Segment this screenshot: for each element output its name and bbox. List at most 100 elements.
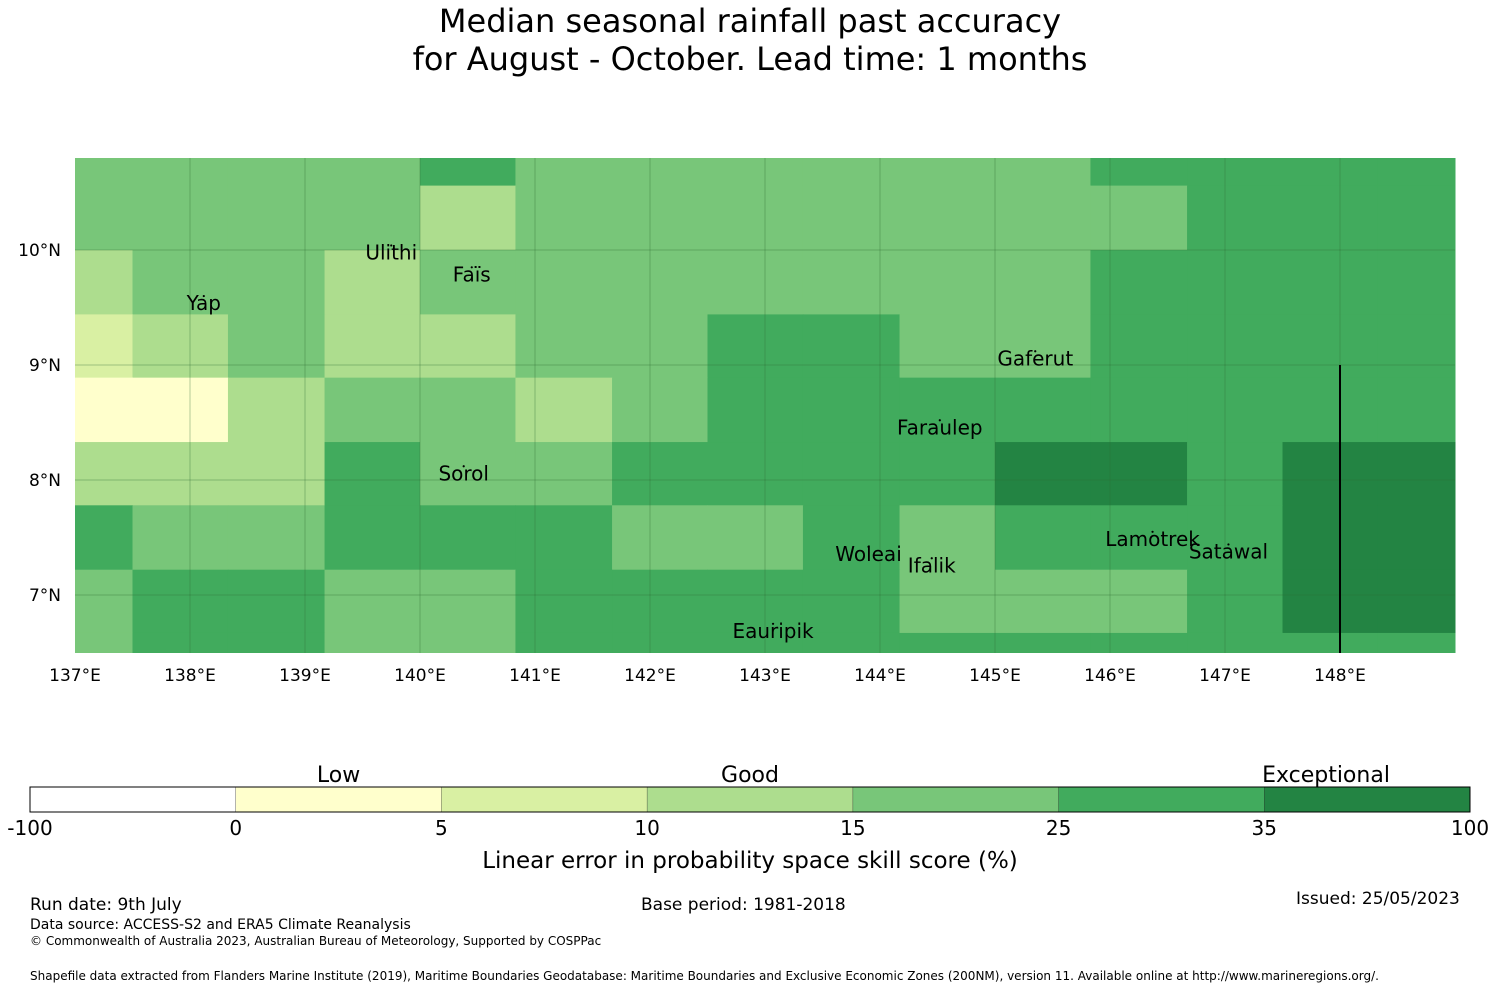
grid-cell (612, 250, 708, 315)
island-marker (867, 545, 870, 548)
colorbar-bin (235, 787, 442, 812)
grid-cell (1282, 314, 1379, 379)
place-label: Sorol (438, 461, 489, 485)
grid-cell (1090, 569, 1188, 634)
grid-cell (132, 250, 229, 315)
title-line-2: for August - October. Lead time: 1 month… (412, 40, 1088, 78)
grid-cell (612, 632, 708, 653)
grid-cell (1377, 250, 1456, 315)
base-period: Base period: 1981-2018 (641, 895, 846, 915)
grid-cell (707, 632, 804, 653)
place-label: Satawal (1189, 539, 1268, 563)
grid-cell (899, 250, 996, 315)
grid-cell (1090, 632, 1188, 653)
colorbar-tick-label: 5 (435, 816, 448, 840)
grid-cell (324, 185, 421, 251)
grid-cell (802, 377, 901, 443)
place-label: Faïs (453, 262, 491, 286)
colorbar-category-label: Good (721, 763, 779, 788)
grid-cell (707, 442, 804, 506)
colorbar-tick-label: 25 (1046, 816, 1071, 840)
lon-tick-label: 144°E (854, 666, 906, 686)
colorbar-frame (29, 786, 1471, 813)
grid-cell (612, 185, 708, 251)
grid-cell (707, 185, 804, 251)
grid-cell (1377, 185, 1456, 251)
lat-tick-label: 7°N (29, 586, 61, 606)
colorbar-category-label: Low (317, 763, 360, 788)
axis-ticks: 137°E 138°E 139°E 140°E 141°E 142°E 143°E 144°E… (18, 241, 1366, 686)
grid-cell (515, 442, 613, 506)
grid-cell (995, 158, 1091, 187)
grid-cell (227, 250, 326, 315)
grid-cell (227, 314, 326, 379)
colorbar-bin (852, 787, 1059, 812)
grid-cell (75, 250, 133, 315)
grid-cell (1187, 442, 1283, 506)
grid-cell (1090, 158, 1188, 187)
copyright-notice: © Commonwealth of Australia 2023, Austra… (30, 934, 602, 948)
grid-cell (1377, 377, 1456, 443)
colorbar-bin (30, 787, 236, 812)
island-marker (390, 244, 393, 247)
place-label: Faraulep (897, 415, 983, 439)
grid-cell (420, 377, 516, 443)
grid-cell (612, 505, 708, 571)
grid-cell (515, 158, 613, 187)
grid-cell (420, 250, 516, 315)
grid-cell (1282, 569, 1379, 634)
lon-tick-label: 146°E (1084, 666, 1136, 686)
lat-tick-label: 8°N (29, 471, 61, 491)
place-label: Lamotrek (1105, 527, 1200, 551)
colorbar: -100 0 5 10 15 25 35 100 Low Good Exceptional Linea… (7, 763, 1489, 874)
grid-cell (899, 505, 996, 571)
title-line-1: Median seasonal rainfall past accuracy (438, 2, 1062, 40)
lon-tick-label: 142°E (624, 666, 676, 686)
grid-cell (802, 505, 901, 571)
issued-date: Issued: 25/05/2023 (1296, 889, 1460, 909)
grid-cell (707, 505, 804, 571)
grid-cell (324, 314, 421, 379)
grid-cell (802, 185, 901, 251)
grid-cell (707, 250, 804, 315)
grid-cell (515, 314, 613, 379)
grid-cell (1377, 158, 1456, 187)
graticule (75, 158, 1455, 653)
island-marker (938, 419, 941, 422)
grid-cell (75, 185, 133, 251)
grid-cell (707, 314, 804, 379)
grid-cell (707, 569, 804, 634)
grid-cell (324, 569, 421, 634)
grid-cell (1282, 632, 1379, 653)
grid-cell (899, 569, 996, 634)
island-marker (470, 266, 473, 269)
island-marker (930, 557, 933, 560)
grid-cell (707, 377, 804, 443)
place-labels: Ulithi Yap Faïs Gaferut Faraulep Sorol Woleai I… (186, 240, 1268, 642)
grid-cell (324, 442, 421, 506)
grid-cell (612, 158, 708, 187)
lon-tick-label: 140°E (394, 666, 446, 686)
grid-cell (515, 632, 613, 653)
island-marker (771, 622, 775, 625)
place-label: Yap (186, 291, 221, 315)
grid-cell (1090, 314, 1188, 379)
grid-cell (802, 442, 901, 506)
place-label: Eauripik (732, 619, 814, 643)
grid-cell (995, 185, 1091, 251)
lon-tick-label: 145°E (969, 666, 1021, 686)
grid-cell (132, 505, 229, 571)
grid-cell (1187, 377, 1283, 443)
grid-cell (75, 632, 133, 653)
grid-cell (995, 569, 1091, 634)
grid-cell (1282, 442, 1379, 506)
grid-cell (132, 158, 229, 187)
grid-cell (1090, 377, 1188, 443)
run-date: Run date: 9th July (30, 895, 182, 915)
grid-cell (1377, 442, 1456, 506)
grid-cell (995, 442, 1091, 506)
grid-cell (995, 314, 1091, 379)
grid-cell (1187, 632, 1283, 653)
grid-cell (1377, 505, 1456, 571)
